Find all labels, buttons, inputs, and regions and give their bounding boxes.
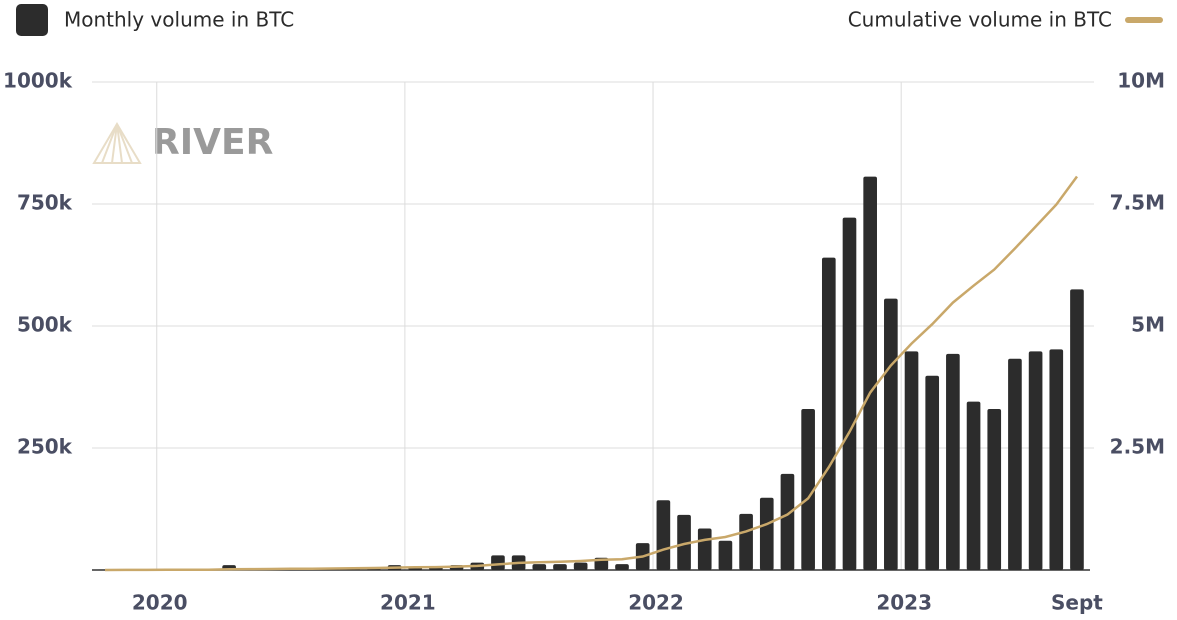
bar xyxy=(780,473,795,570)
bar xyxy=(966,401,981,570)
x-tick-label: 2023 xyxy=(876,591,932,615)
bar xyxy=(739,513,753,570)
bar xyxy=(884,298,898,570)
bar xyxy=(718,540,733,570)
cumulative-line xyxy=(104,175,1079,572)
y-tick-label: 1000k xyxy=(3,69,73,93)
bar xyxy=(1049,349,1064,570)
bar xyxy=(842,217,857,570)
y-tick-label: 500k xyxy=(17,313,73,337)
bar xyxy=(987,408,1002,570)
x-tick-label: 2020 xyxy=(132,591,188,615)
bar xyxy=(573,562,588,570)
bar xyxy=(863,176,877,570)
bar xyxy=(925,375,940,570)
y2-tick-label: 2.5M xyxy=(1110,435,1165,459)
x-tick-label: 2021 xyxy=(380,591,436,615)
bar xyxy=(553,564,567,570)
y2-tick-label: 5M xyxy=(1131,313,1165,337)
legend-label: Cumulative volume in BTC xyxy=(848,8,1112,32)
y2-tick-label: 10M xyxy=(1117,69,1165,93)
bar xyxy=(491,555,505,570)
bar xyxy=(1070,289,1084,570)
bar xyxy=(615,564,629,570)
bar xyxy=(821,257,836,570)
watermark-text: RIVER xyxy=(152,122,273,163)
legend-swatch-bars xyxy=(16,4,48,36)
y-tick-label: 250k xyxy=(17,435,73,459)
y2-tick-label: 7.5M xyxy=(1110,191,1165,215)
bar xyxy=(697,528,712,570)
bar xyxy=(904,351,919,570)
x-tick-label: Sept xyxy=(1051,591,1103,615)
watermark-logo xyxy=(92,122,142,164)
bar xyxy=(1008,358,1022,570)
bar xyxy=(1028,351,1043,570)
legend-label: Monthly volume in BTC xyxy=(64,8,294,32)
bar xyxy=(532,564,547,570)
y-tick-label: 750k xyxy=(17,191,73,215)
bar xyxy=(656,500,671,570)
bar xyxy=(759,497,774,570)
bar xyxy=(946,353,960,570)
x-tick-label: 2022 xyxy=(628,591,684,615)
bar xyxy=(677,514,691,570)
bar xyxy=(801,408,815,570)
